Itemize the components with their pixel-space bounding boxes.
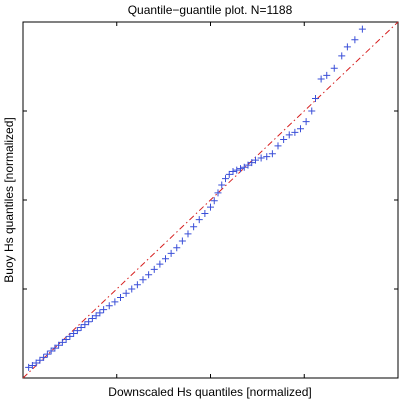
axis-ticks (23, 22, 398, 378)
data-point (330, 64, 338, 72)
data-point (297, 125, 304, 133)
data-point (252, 156, 259, 164)
data-point (43, 350, 51, 358)
data-point (207, 203, 214, 211)
data-point (338, 52, 346, 60)
data-point (96, 309, 104, 317)
data-point (111, 298, 119, 306)
data-point (244, 161, 252, 169)
data-point (81, 321, 89, 329)
data-point (139, 276, 147, 284)
data-point (85, 318, 93, 326)
data-point (229, 168, 237, 176)
data-point (32, 359, 40, 367)
data-point (40, 353, 48, 361)
data-point (237, 165, 244, 173)
data-point (51, 344, 59, 352)
data-point (317, 75, 325, 83)
x-axis-label: Downscaled Hs quantiles [normalized] (108, 385, 311, 399)
data-point (133, 281, 141, 289)
data-point (323, 71, 331, 79)
data-point (122, 289, 130, 297)
data-point (178, 237, 186, 245)
data-point (162, 255, 169, 263)
data-point (77, 323, 85, 331)
data-point (257, 154, 265, 162)
data-point (268, 150, 276, 158)
data-point (73, 327, 81, 335)
data-point (248, 159, 256, 167)
data-point (167, 249, 175, 257)
data-point (214, 189, 222, 197)
data-point (312, 95, 319, 103)
data-point (274, 142, 282, 150)
data-point (150, 265, 158, 273)
data-point (285, 131, 293, 139)
data-point (351, 36, 359, 44)
data-point (240, 163, 248, 171)
data-point (70, 330, 78, 337)
data-point (28, 362, 36, 370)
data-point (218, 181, 226, 189)
data-point (184, 230, 192, 238)
data-point (88, 315, 96, 323)
data-point (55, 341, 63, 349)
data-point (210, 197, 218, 205)
data-point (66, 332, 74, 340)
data-point (291, 128, 299, 136)
data-point (100, 306, 108, 314)
data-point (156, 260, 164, 268)
data-point (263, 153, 271, 161)
data-point (302, 118, 310, 126)
data-point (225, 170, 233, 178)
data-point (92, 312, 100, 320)
data-point (222, 175, 229, 183)
data-point (25, 363, 33, 371)
data-point (58, 338, 66, 346)
data-point (201, 210, 209, 218)
data-points (25, 25, 366, 371)
reference-line (22, 21, 399, 379)
data-point (36, 356, 44, 364)
chart-title: Quantile−guantile plot. N=1188 (128, 3, 293, 17)
data-point (358, 25, 366, 33)
data-point (343, 43, 351, 51)
data-point (145, 271, 153, 279)
data-point (173, 244, 181, 252)
data-point (105, 302, 113, 310)
data-point (308, 107, 316, 115)
data-point (190, 223, 198, 231)
data-point (47, 347, 55, 355)
y-axis-label: Buoy Hs quantiles [normalized] (2, 117, 16, 282)
data-point (62, 336, 70, 344)
data-point (117, 294, 124, 302)
data-point (233, 166, 241, 174)
data-point (195, 216, 203, 224)
data-point (280, 135, 288, 143)
data-point (128, 285, 136, 293)
